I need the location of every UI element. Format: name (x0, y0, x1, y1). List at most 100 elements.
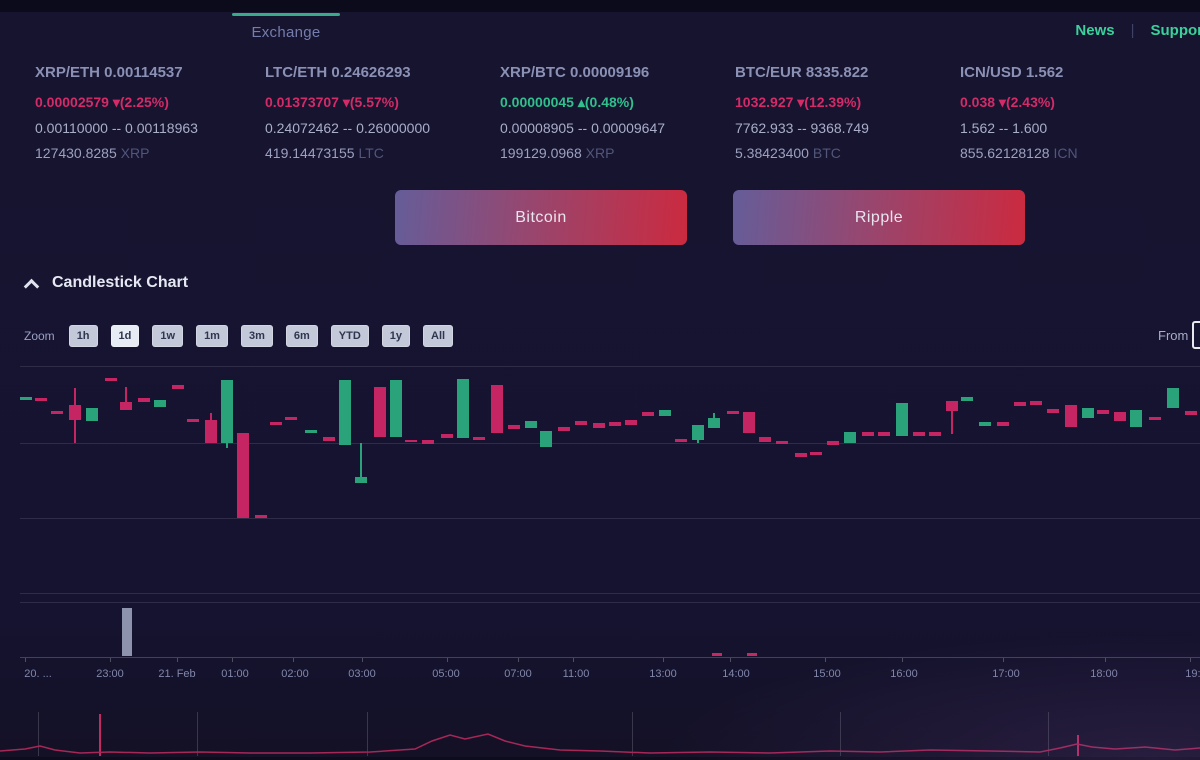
candle (473, 437, 485, 440)
candle (1167, 388, 1179, 408)
ticker-volume: 199129.0968 XRP (500, 145, 615, 161)
candle (1082, 408, 1094, 418)
x-axis-tick (902, 658, 903, 662)
x-axis-tick (362, 658, 363, 662)
support-link[interactable]: Support (1150, 22, 1200, 39)
news-link[interactable]: News (1075, 22, 1115, 39)
zoom-label: Zoom (24, 329, 55, 343)
ticker-range: 7762.933 -- 9368.749 (735, 120, 869, 136)
zoom-range-buttons: 1h 1d 1w 1m 3m 6m YTD 1y All (68, 325, 466, 347)
from-label: From (1158, 328, 1189, 343)
x-axis-tick (447, 658, 448, 662)
candle (105, 378, 117, 381)
candle (961, 397, 973, 401)
candle (795, 453, 807, 457)
candle (844, 432, 856, 443)
bottom-strip (0, 757, 1200, 760)
candle (305, 430, 317, 433)
range-button-1h[interactable]: 1h (68, 325, 98, 347)
navigator-volume-spike (1077, 735, 1079, 756)
x-axis-label: 05:00 (432, 668, 460, 680)
range-button-1w[interactable]: 1w (152, 325, 184, 347)
candle (692, 425, 704, 440)
navigator-track[interactable] (0, 708, 1200, 758)
navigator-gridline (367, 712, 368, 756)
range-button-6m[interactable]: 6m (285, 325, 318, 347)
candle (659, 410, 671, 416)
ticker-unit: LTC (358, 145, 384, 161)
bitcoin-button[interactable]: Bitcoin (395, 190, 687, 245)
candle (237, 433, 249, 518)
tab-exchange[interactable]: Exchange (232, 13, 340, 41)
candle (675, 439, 687, 442)
range-button-1m[interactable]: 1m (196, 325, 228, 347)
ticker-btc-eur[interactable]: BTC/EUR 8335.822 1032.927 ▾(12.39%) 7762.9… (735, 64, 960, 161)
candle (1047, 409, 1059, 413)
ticker-pair-price: BTC/EUR 8335.822 (735, 64, 869, 81)
from-date-input[interactable] (1192, 321, 1200, 349)
range-button-1y[interactable]: 1y (381, 325, 411, 347)
candle (1097, 410, 1109, 414)
ticker-change: 0.038 ▾(2.43%) (960, 94, 1055, 110)
candle (86, 408, 98, 421)
range-button-ytd[interactable]: YTD (330, 325, 369, 347)
candle (441, 434, 453, 438)
navigator-gridline (38, 712, 39, 756)
ticker-ltc-eth[interactable]: LTC/ETH 0.24626293 0.01373707 ▾(5.57%) 0.2… (265, 64, 490, 161)
candle-wick (360, 443, 362, 477)
x-axis-tick (177, 658, 178, 662)
candle (51, 411, 63, 414)
range-button-1d[interactable]: 1d (110, 325, 140, 347)
ripple-button[interactable]: Ripple (733, 190, 1025, 245)
ticker-pair-price: ICN/USD 1.562 (960, 64, 1064, 81)
x-axis-label: 07:00 (504, 668, 532, 680)
ticker-range: 0.00008905 -- 0.00009647 (500, 120, 666, 136)
x-axis-tick (825, 658, 826, 662)
candle (810, 452, 822, 455)
ticker-xrp-btc[interactable]: XRP/BTC 0.00009196 0.00000045 ▴(0.48%) 0.0… (500, 64, 725, 161)
ticker-change: 1032.927 ▾(12.39%) (735, 94, 862, 110)
x-axis-label: 11:00 (562, 668, 590, 680)
ticker-unit: BTC (812, 145, 841, 161)
volume-bar (712, 653, 722, 656)
x-axis-label: 01:00 (221, 668, 249, 680)
candle (609, 422, 621, 426)
chart-gridline (20, 593, 1200, 594)
ticker-pair-price: XRP/BTC 0.00009196 (500, 64, 650, 81)
candle (1185, 411, 1197, 415)
candle (575, 421, 587, 425)
ticker-volume: 5.38423400 BTC (735, 145, 841, 161)
navigator-volume-spike (99, 714, 101, 756)
candle (1149, 417, 1161, 420)
x-axis-tick (573, 658, 574, 662)
candle (997, 422, 1009, 426)
ticker-unit: XRP (585, 145, 615, 161)
range-button-3m[interactable]: 3m (240, 325, 273, 347)
candle (776, 441, 788, 444)
range-button-all[interactable]: All (423, 325, 454, 347)
ticker-icn-usd[interactable]: ICN/USD 1.562 0.038 ▾(2.43%) 1.562 -- 1.60… (960, 64, 1185, 161)
candle-wick (226, 443, 228, 448)
volume-bar (122, 608, 132, 656)
candle (491, 385, 503, 433)
chevron-up-icon[interactable] (23, 278, 40, 295)
nav-links: News | Support (1075, 22, 1200, 39)
top-strip (0, 0, 1200, 12)
candle (154, 400, 166, 407)
ticker-pair-price: XRP/ETH 0.00114537 (35, 64, 183, 81)
candle (642, 412, 654, 416)
x-axis-tick (293, 658, 294, 662)
zoom-toolbar: Zoom 1h 1d 1w 1m 3m 6m YTD 1y All (24, 325, 466, 347)
ticker-volume: 419.14473155 LTC (265, 145, 384, 161)
candle (120, 402, 132, 410)
candle (827, 441, 839, 445)
candle-wick (210, 413, 212, 420)
x-axis-label: 20. ... (24, 668, 52, 680)
navigator-gridline (1048, 712, 1049, 756)
ticker-change: 0.00002579 ▾(2.25%) (35, 94, 169, 110)
chart-gridline (20, 518, 1200, 519)
chart-gridline (20, 602, 1200, 603)
candle (339, 380, 351, 445)
ticker-xrp-eth[interactable]: XRP/ETH 0.00114537 0.00002579 ▾(2.25%) 0.0… (35, 64, 260, 161)
